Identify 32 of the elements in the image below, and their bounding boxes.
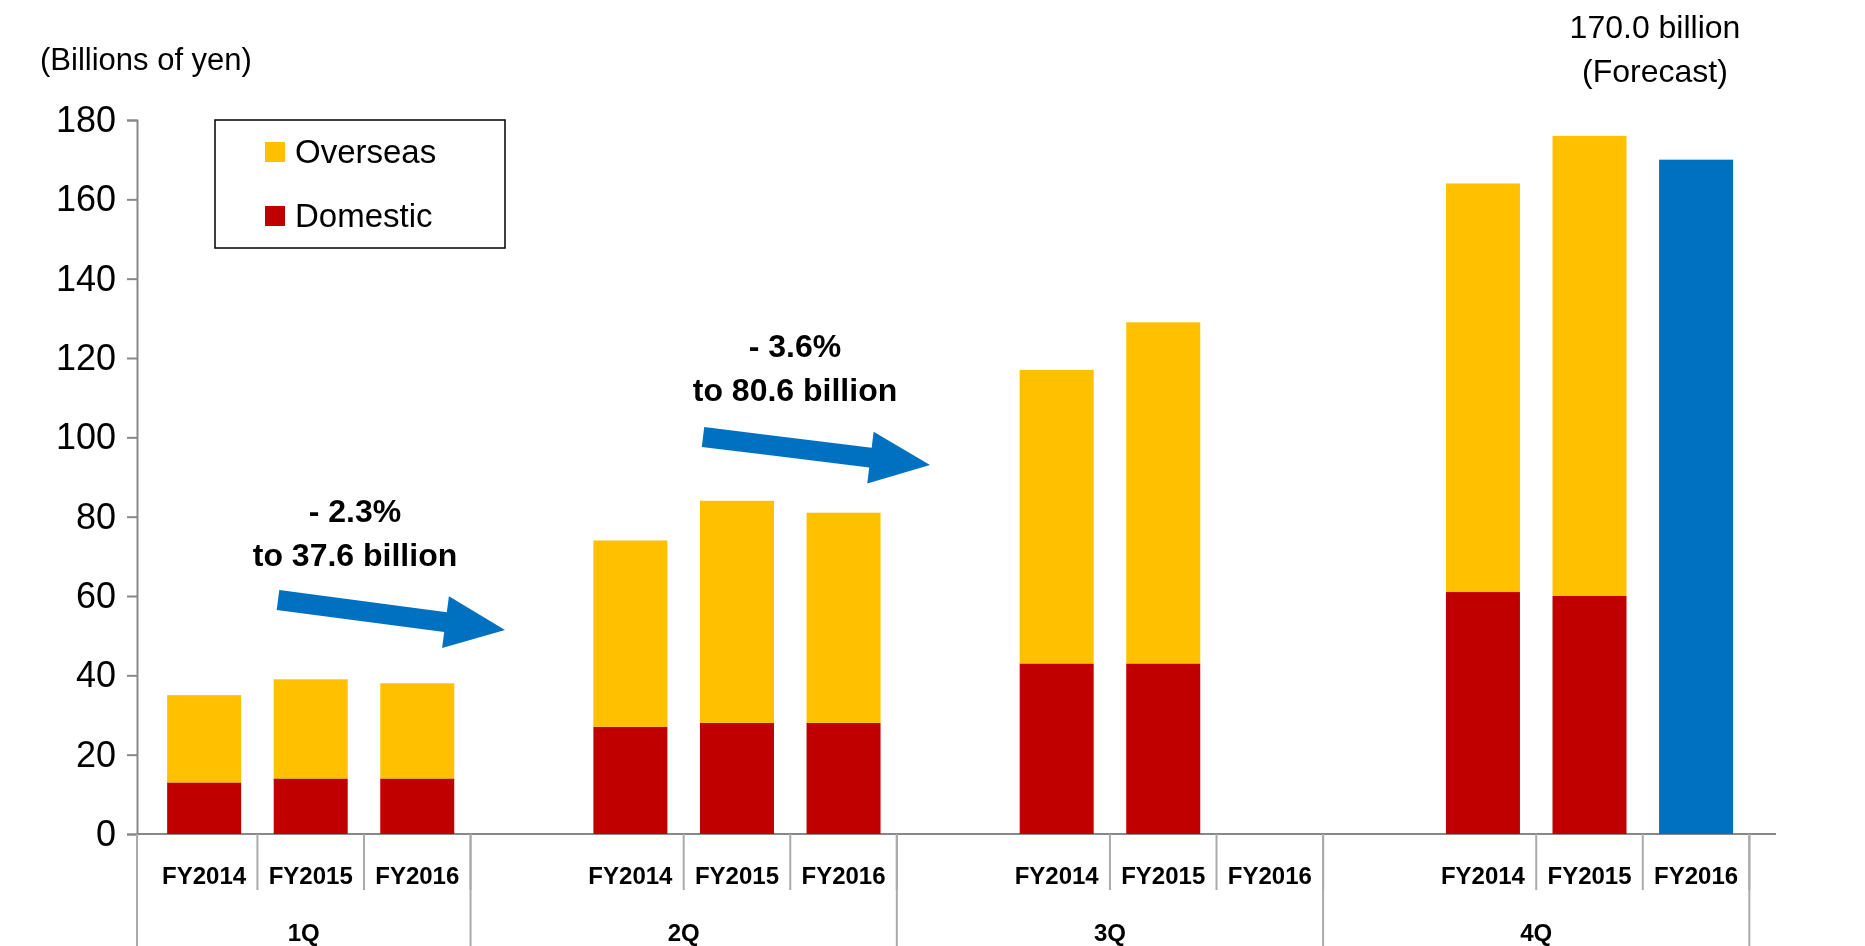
y-tick-label: 40 <box>75 654 116 696</box>
text: 4Q <box>1520 919 1553 946</box>
x-tick-label: FY2016 <box>1227 862 1312 889</box>
text: 170.0 billion (Forecast) <box>1569 9 1741 89</box>
y-tick-label: 80 <box>75 495 116 537</box>
legend-label: Domestic <box>295 197 433 234</box>
x-tick-label: FY2014 <box>1440 862 1526 889</box>
y-tick-label: 140 <box>55 257 116 299</box>
y-tick-label: 20 <box>75 733 116 775</box>
y-tick-label: 160 <box>55 178 116 220</box>
text: 3Q <box>1093 919 1126 946</box>
x-tick-label: FY2015 <box>268 862 353 889</box>
y-tick-label: 60 <box>75 575 116 617</box>
legend-label: Overseas <box>295 133 437 170</box>
x-tick-label: FY2016 <box>375 862 460 889</box>
x-tick-label: FY2014 <box>588 862 674 889</box>
x-tick-label: FY2015 <box>1547 862 1632 889</box>
x-tick-label: FY2016 <box>801 862 886 889</box>
text: 2Q <box>667 919 700 946</box>
x-tick-label: FY2016 <box>1654 862 1739 889</box>
text: 1Q <box>287 919 320 946</box>
y-tick-label: 100 <box>55 416 116 458</box>
x-tick-label: FY2014 <box>162 862 247 889</box>
y-tick-label: 180 <box>55 99 116 141</box>
x-tick-label: FY2015 <box>694 862 779 889</box>
annotation: - 2.3% to 37.6 billion <box>252 493 458 573</box>
y-tick-label: 120 <box>55 337 116 379</box>
x-tick-label: FY2015 <box>1121 862 1206 889</box>
y-tick-label: 0 <box>95 813 116 855</box>
y-axis-title: (Billions of yen) <box>40 42 252 77</box>
x-tick-label: FY2014 <box>1014 862 1100 889</box>
annotation: - 3.6% to 80.6 billion <box>692 328 898 408</box>
